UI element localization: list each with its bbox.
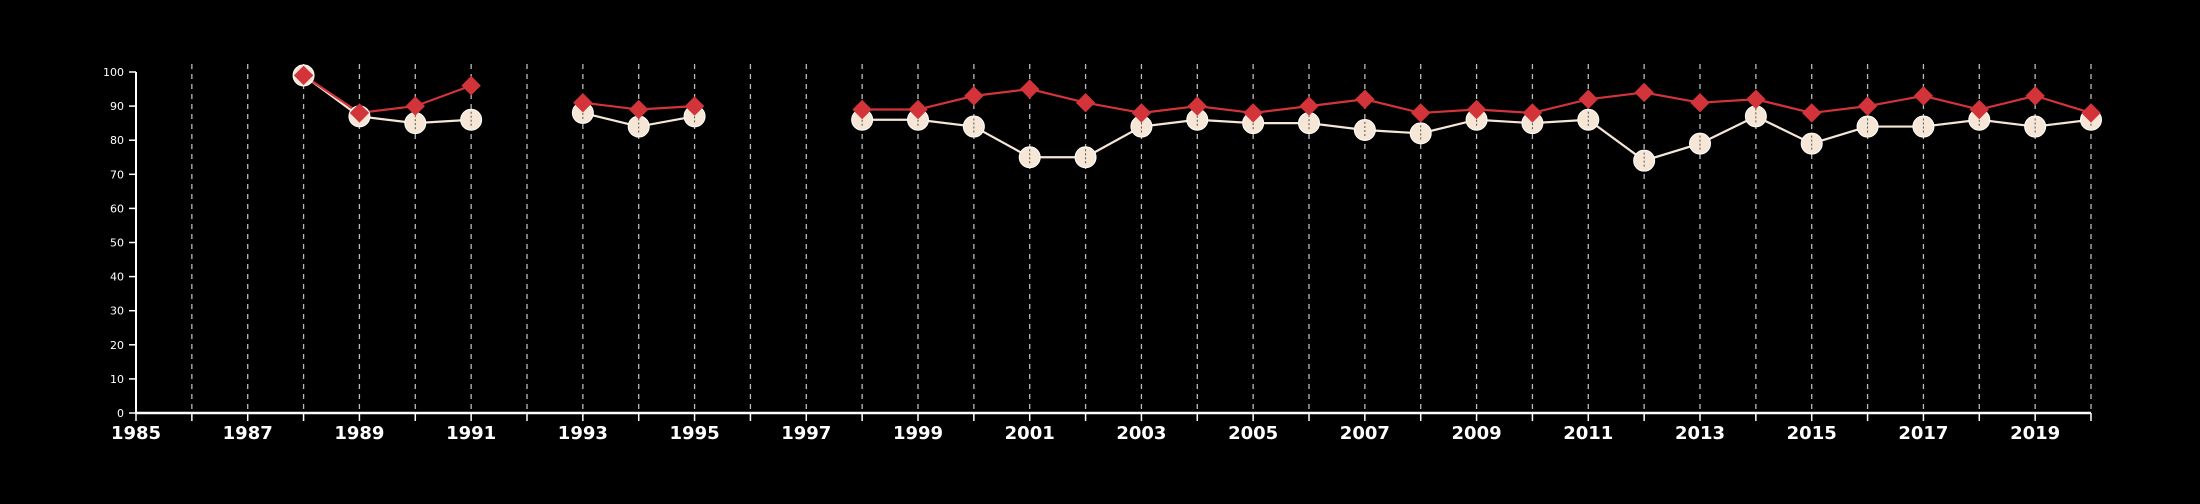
data-point-diamond	[1299, 96, 1319, 116]
x-tick-label: 1989	[334, 423, 384, 444]
data-point-diamond	[293, 65, 314, 86]
x-tick-label: 1991	[446, 423, 496, 444]
data-point-diamond	[2025, 86, 2045, 106]
data-point-diamond	[629, 99, 649, 120]
data-point-diamond	[964, 86, 984, 106]
data-point-diamond	[1187, 96, 1207, 116]
data-point-diamond	[684, 96, 705, 116]
y-tick-label: 90	[110, 100, 124, 113]
x-tick-label: 2013	[1675, 423, 1725, 444]
data-point-diamond	[1131, 103, 1152, 123]
x-tick-label: 2017	[1898, 423, 1948, 444]
y-tick-label: 30	[110, 305, 124, 318]
data-point-diamond	[2081, 103, 2101, 123]
data-point-diamond	[461, 75, 481, 96]
grid-layer	[191, 64, 2092, 413]
x-tick-label: 2005	[1228, 423, 1278, 444]
data-point-diamond	[1913, 86, 1934, 106]
data-point-diamond	[1243, 103, 1263, 123]
data-point-diamond	[1857, 96, 1878, 116]
x-tick-label: 2015	[1787, 423, 1837, 444]
y-tick-label: 80	[110, 134, 124, 147]
x-tick-label: 1985	[111, 423, 161, 444]
x-tick-label: 1987	[223, 423, 273, 444]
y-tick-label: 50	[110, 237, 124, 250]
y-tick-label: 100	[103, 66, 124, 79]
x-tick-label: 1997	[781, 423, 831, 444]
data-point-diamond	[1969, 99, 1989, 120]
series-line-diamond	[302, 74, 472, 115]
axis-layer: 0 10 20 30 40 50 60 70 80 90 100 1985 1987 1989 1991 19…	[103, 66, 2092, 444]
y-tick-label: 40	[110, 271, 124, 284]
data-point-diamond	[1634, 82, 1654, 103]
data-point-diamond	[1802, 103, 1822, 123]
x-tick-label: 2009	[1452, 423, 1502, 444]
x-tick-label: 1993	[558, 423, 608, 444]
x-tick-label: 1999	[893, 423, 943, 444]
y-tick-label: 70	[110, 168, 124, 181]
x-tick-label: 2019	[2010, 423, 2060, 444]
data-point-diamond	[1466, 99, 1487, 120]
x-tick-label: 2011	[1563, 423, 1613, 444]
data-point-diamond	[1020, 79, 1040, 99]
y-tick-label: 10	[110, 373, 124, 386]
x-tick-label: 2007	[1340, 423, 1390, 444]
y-tick-label: 60	[110, 202, 124, 215]
data-point-diamond	[1411, 103, 1431, 123]
data-point-diamond	[1075, 92, 1096, 113]
series-layer	[292, 64, 2102, 172]
series-line-circle	[302, 74, 472, 125]
data-point-diamond	[1522, 103, 1543, 123]
data-point-diamond	[573, 92, 593, 113]
x-tick-label: 1995	[670, 423, 720, 444]
data-point-diamond	[1355, 89, 1375, 109]
data-point-diamond	[1578, 89, 1598, 109]
y-tick-label: 20	[110, 339, 124, 352]
data-point-diamond	[349, 103, 370, 123]
x-tick-label: 2001	[1005, 423, 1055, 444]
data-point-diamond	[908, 99, 928, 120]
x-tick-label: 2003	[1116, 423, 1166, 444]
data-point-diamond	[852, 99, 872, 120]
data-point-diamond	[405, 96, 425, 116]
data-point-diamond	[1690, 92, 1710, 113]
y-tick-label: 0	[117, 407, 124, 420]
data-point-diamond	[1746, 89, 1766, 109]
